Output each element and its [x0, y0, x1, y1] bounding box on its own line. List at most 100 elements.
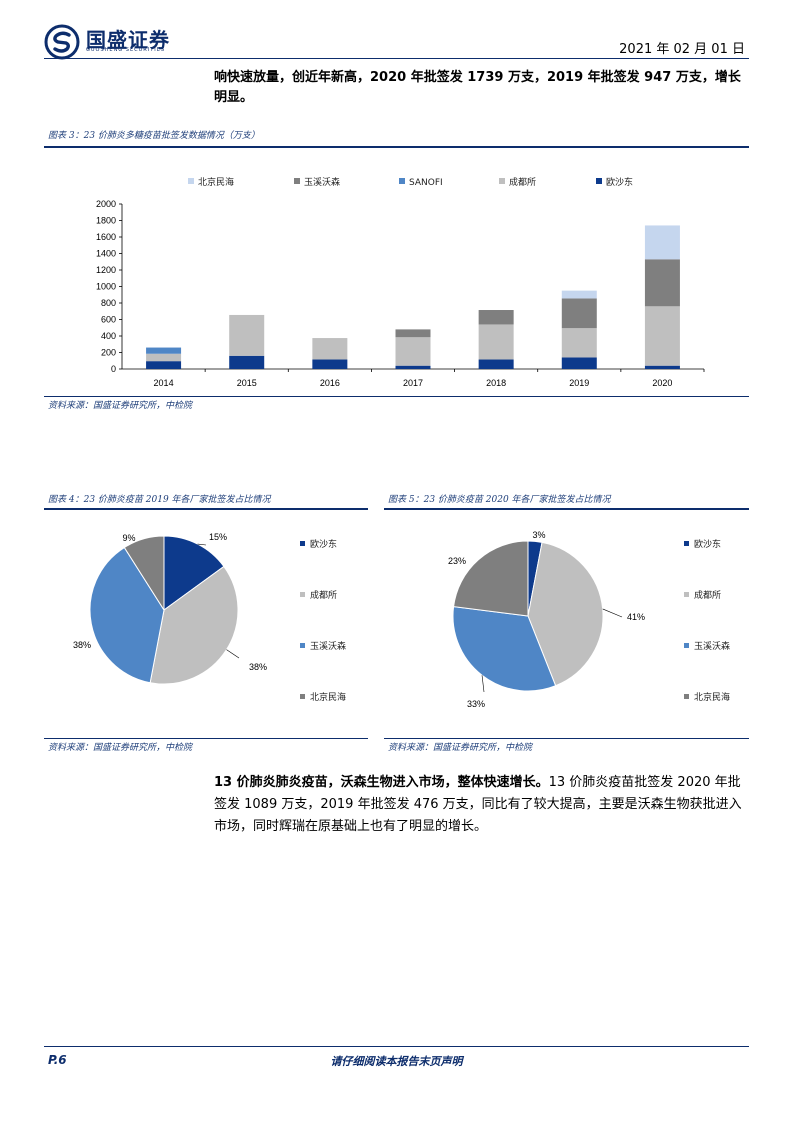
fig4-title-rule [44, 508, 368, 510]
fig3-title-rule [44, 146, 749, 148]
report-date: 2021 年 02 月 01 日 [619, 42, 745, 57]
footer-divider [44, 1046, 749, 1047]
y-tick-label-8: 1600 [96, 232, 116, 242]
header-divider [44, 58, 749, 59]
pie-legend-label-3: 北京民海 [694, 691, 730, 703]
x-tick-label-2016: 2016 [320, 378, 340, 388]
bar-2017-series-3 [395, 329, 431, 338]
body-bold-lead: 13 价肺炎肺炎疫苗，沃森生物进入市场，整体快速增长。 [214, 775, 549, 790]
pie-leader-1 [602, 608, 623, 618]
x-tick-label-2014: 2014 [154, 378, 174, 388]
pie-leader-0 [197, 543, 207, 546]
pie-legend-label-1: 成都所 [310, 589, 337, 601]
fig3-source: 资料来源：国盛证券研究所，中检院 [48, 401, 193, 411]
bar-2014-series-1 [146, 353, 182, 362]
footer-notice: 请仔细阅读本报告末页声明 [330, 1055, 463, 1068]
pie-label-0: 3% [532, 530, 545, 540]
fig3-title: 图表 3：23 价肺炎多糖疫苗批签发数据情况（万支） [48, 131, 260, 141]
legend-swatch-3 [499, 178, 505, 184]
bar-2019-series-1 [561, 328, 597, 358]
pie-leader-1 [226, 649, 240, 659]
bar-2018-series-1 [478, 324, 514, 360]
fig5-source-rule [384, 738, 749, 739]
bar-2019-series-4 [561, 290, 597, 299]
bar-2018-series-0 [478, 359, 514, 369]
pie-legend-label-1: 成都所 [694, 589, 721, 601]
pie-slice-3 [453, 540, 529, 617]
x-tick-label-2017: 2017 [403, 378, 423, 388]
intro-text: 响快速放量，创近年新高，2020 年批签发 1739 万支，2019 年批签发 … [214, 70, 741, 105]
x-tick-label-2018: 2018 [486, 378, 506, 388]
pie-legend-swatch-3 [300, 694, 305, 699]
legend-swatch-1 [294, 178, 300, 184]
pie-slice-1 [527, 541, 604, 687]
bar-2020-series-1 [644, 306, 680, 366]
y-tick-label-3: 600 [101, 315, 116, 325]
fig5-source: 资料来源：国盛证券研究所，中检院 [388, 743, 533, 753]
y-tick-label-4: 800 [101, 298, 116, 308]
legend-swatch-4 [596, 178, 602, 184]
y-tick-label-1: 200 [101, 348, 116, 358]
bar-2020-series-0 [644, 365, 680, 369]
bar-2019-series-3 [561, 298, 597, 329]
bar-2015-series-0 [229, 355, 265, 369]
y-tick-label-5: 1000 [96, 282, 116, 292]
body-text: 13 价肺炎疫苗批签发 2020 年批签发 1089 万支，2019 年批签发 … [214, 775, 742, 834]
fig4-title: 图表 4：23 价肺炎疫苗 2019 年各厂家批签发占比情况 [48, 495, 271, 505]
legend-label-3: 成都所 [509, 176, 536, 188]
brand-subtitle: GUOSHENG SECURITIES [86, 47, 166, 53]
pie-legend-swatch-1 [300, 592, 305, 597]
y-tick-label-10: 2000 [96, 199, 116, 209]
bar-2016-series-0 [312, 359, 348, 369]
pie-legend-label-3: 北京民海 [310, 691, 346, 703]
pie-label-3: 23% [448, 556, 466, 566]
bar-2020-series-4 [644, 225, 680, 260]
stacked-bar-chart: 北京民海 玉溪沃森 SANOFI 成都所 欧沙东 0 200 400 600 800 1000 120… [96, 176, 705, 388]
pie-legend-swatch-1 [684, 592, 689, 597]
legend-swatch-0 [188, 178, 194, 184]
bar-2018-series-3 [478, 310, 514, 325]
bar-2019-series-0 [561, 357, 597, 369]
bar-2017-series-0 [395, 365, 431, 369]
pie-label-1: 41% [627, 612, 645, 622]
y-tick-label-0: 0 [111, 364, 116, 374]
pie-legend-label-2: 玉溪沃森 [310, 640, 346, 652]
pie-slice-0 [163, 535, 225, 611]
pie-label-0: 15% [209, 532, 227, 542]
fig5-title-rule [384, 508, 749, 510]
fig5-title: 图表 5：23 价肺炎疫苗 2020 年各厂家批签发占比情况 [388, 495, 611, 505]
pie-label-1: 38% [249, 662, 267, 672]
pie-legend-label-0: 欧沙东 [694, 538, 721, 550]
x-tick-label-2019: 2019 [569, 378, 589, 388]
pie-label-2: 38% [73, 640, 91, 650]
pie-slice-2 [452, 606, 557, 692]
y-tick-label-2: 400 [101, 331, 116, 341]
y-tick-label-9: 1800 [96, 216, 116, 226]
legend-label-0: 北京民海 [198, 176, 234, 188]
bar-2017-series-1 [395, 337, 431, 366]
bar-2014-series-2 [146, 347, 182, 354]
bar-2016-series-1 [312, 338, 348, 360]
legend-swatch-2 [399, 178, 405, 184]
y-tick-label-7: 1400 [96, 249, 116, 259]
legend-label-2: SANOFI [409, 178, 443, 188]
brand-name: 国盛证券 [86, 28, 170, 52]
x-tick-label-2020: 2020 [652, 378, 672, 388]
pie-label-3: 9% [122, 533, 135, 543]
pie-legend-swatch-2 [300, 643, 305, 648]
pie-label-2: 33% [467, 699, 485, 709]
pie-leader-2 [481, 675, 485, 693]
legend-label-1: 玉溪沃森 [304, 176, 340, 188]
pie-legend-swatch-2 [684, 643, 689, 648]
intro-paragraph: 响快速放量，创近年新高，2020 年批签发 1739 万支，2019 年批签发 … [214, 68, 749, 108]
bar-2020-series-3 [644, 259, 680, 307]
pie-slice-3 [123, 535, 165, 612]
pie-legend-swatch-0 [300, 541, 305, 546]
pie-legend-swatch-0 [684, 541, 689, 546]
fig4-source: 资料来源：国盛证券研究所，中检院 [48, 743, 193, 753]
pie-legend-label-2: 玉溪沃森 [694, 640, 730, 652]
pie-slice-1 [149, 565, 239, 685]
bar-2014-series-0 [146, 361, 182, 369]
body-paragraph: 13 价肺炎肺炎疫苗，沃森生物进入市场，整体快速增长。13 价肺炎疫苗批签发 2… [214, 772, 749, 838]
